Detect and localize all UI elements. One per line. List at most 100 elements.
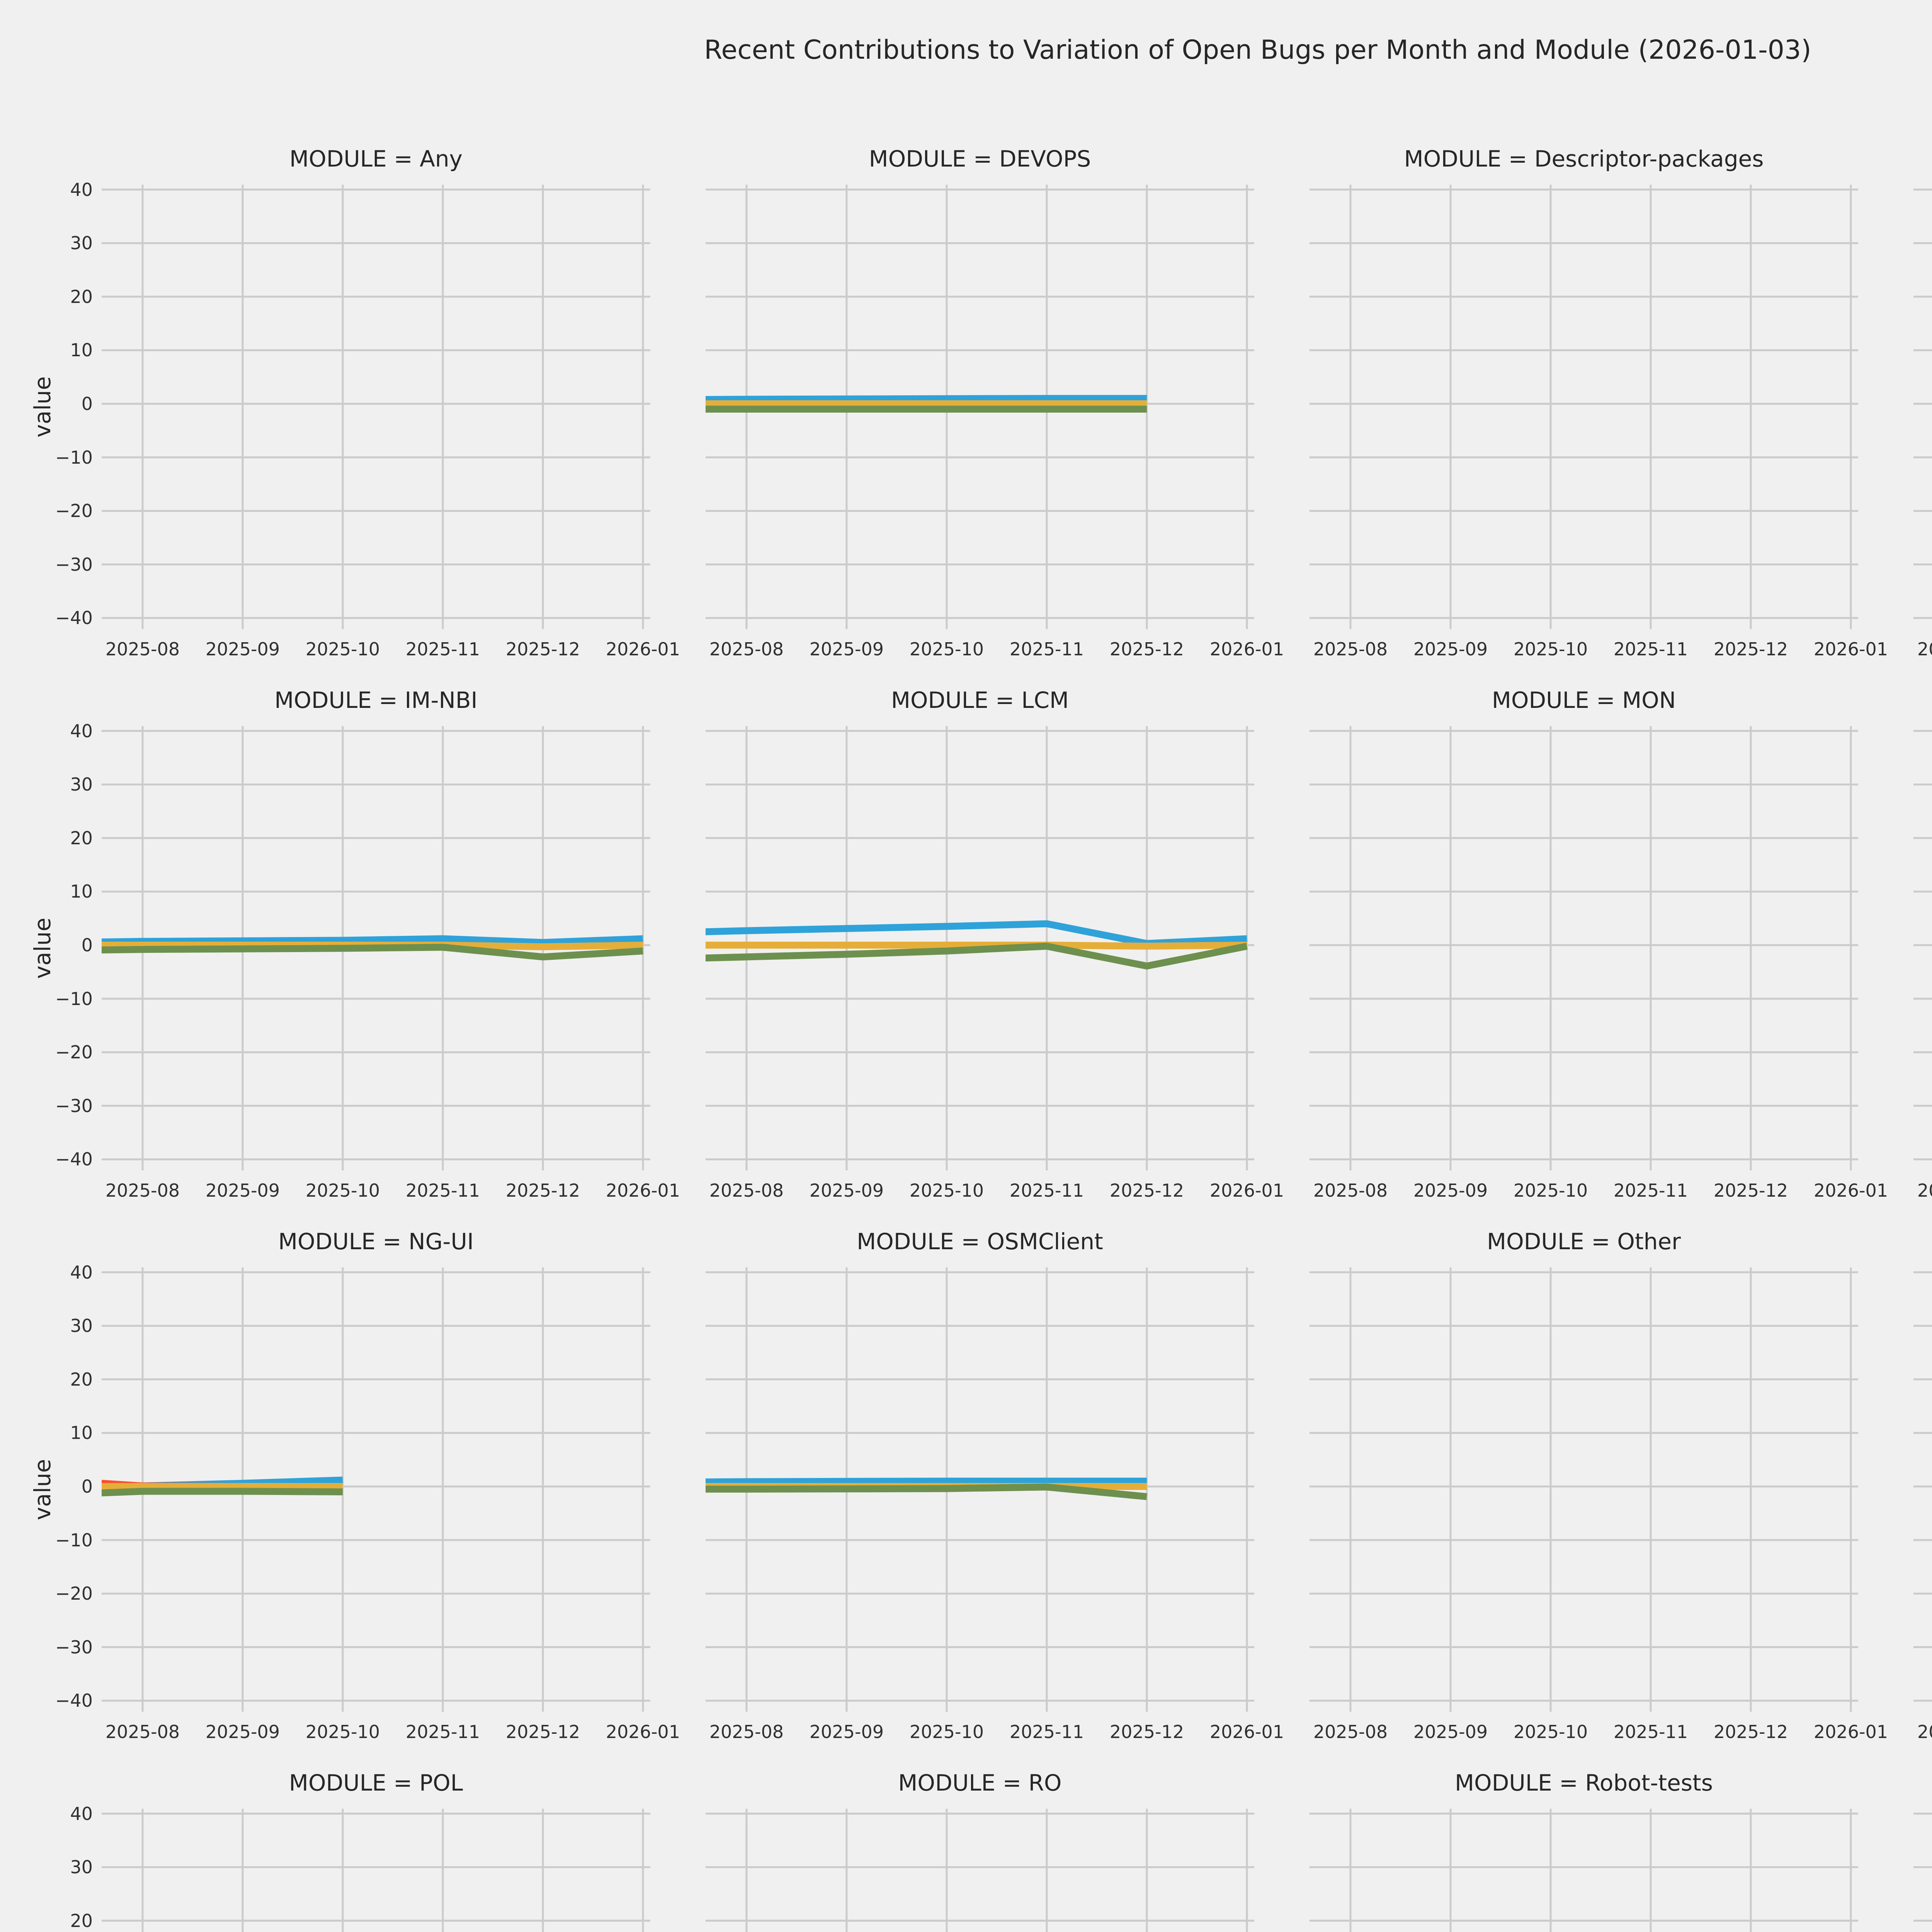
x-tick-label: 2025-10 bbox=[1513, 639, 1588, 660]
plot-area-POL bbox=[102, 1809, 650, 1932]
plot-area-Other bbox=[1310, 1267, 1858, 1712]
plot-area-N2VC bbox=[1913, 730, 1932, 1160]
y-tick-label: 40 bbox=[70, 1262, 93, 1283]
series-line-opened-LCM bbox=[706, 920, 1247, 947]
x-tick-label: 2026-01 bbox=[605, 1180, 680, 1201]
x-tick-label: 2025-10 bbox=[909, 639, 984, 660]
x-tick-label: 2025-11 bbox=[1613, 1180, 1688, 1201]
y-tick-label: 20 bbox=[70, 1910, 93, 1931]
x-tick-label: 2025-12 bbox=[505, 639, 580, 660]
x-tick-label: 2026-01 bbox=[605, 1721, 680, 1742]
subplot-title-OSMClient: MODULE = OSMClient bbox=[857, 1228, 1103, 1255]
x-tick-label: 2025-08 bbox=[105, 1180, 180, 1201]
plot-area-IM-NBI bbox=[102, 726, 650, 1170]
x-tick-label: 2025-09 bbox=[809, 1180, 884, 1201]
x-tick-label: 2025-09 bbox=[809, 639, 884, 660]
series-line-closed-NG-UI bbox=[102, 1488, 343, 1497]
x-tick-label: 2025-11 bbox=[1613, 639, 1688, 660]
y-tick-label: 10 bbox=[70, 881, 93, 902]
subplot-title-Unknown: MODULE = Unknown bbox=[1913, 1765, 1932, 1800]
x-tick-label: 2025-10 bbox=[909, 1721, 984, 1742]
x-tick-label: 2025-08 bbox=[1313, 1721, 1388, 1742]
plot-area-Documentation / Wiki bbox=[1913, 189, 1932, 619]
plot-area-Unknown bbox=[1913, 1813, 1932, 1922]
y-tick-label: 10 bbox=[70, 1422, 93, 1444]
x-tick-label: 2026-01 bbox=[1813, 1180, 1888, 1201]
y-tick-label: 30 bbox=[70, 1315, 93, 1337]
series-line-opened-OSMClient bbox=[706, 1478, 1147, 1486]
plot-area-OSMClient bbox=[706, 1267, 1254, 1712]
subplot-title-Descriptor-packages: MODULE = Descriptor-packages bbox=[1404, 146, 1764, 172]
x-tick-label: 2025-12 bbox=[1109, 1721, 1184, 1742]
y-tick-label: −10 bbox=[55, 1529, 93, 1551]
plot-area-MON bbox=[1310, 726, 1858, 1170]
x-tick-label: 2025-12 bbox=[1109, 639, 1184, 660]
y-tick-label: 0 bbox=[81, 393, 93, 414]
x-tick-label: 2025-08 bbox=[105, 639, 180, 660]
plot-area-Descriptor-packages bbox=[1310, 185, 1858, 629]
x-tick-label: 2025-09 bbox=[205, 639, 280, 660]
y-tick-label: −40 bbox=[55, 1149, 93, 1170]
x-tick-label: 2025-12 bbox=[1713, 1721, 1788, 1742]
x-tick-label: 2025-11 bbox=[1009, 639, 1084, 660]
plot-area-LCM bbox=[706, 726, 1254, 1170]
y-axis-label: value bbox=[29, 917, 56, 979]
x-tick-label: 2025-11 bbox=[1009, 1721, 1084, 1742]
subplot-title-N2VC: MODULE = N2VC bbox=[1913, 683, 1932, 718]
subplot-title-IM-NBI: MODULE = IM-NBI bbox=[274, 687, 478, 713]
subplot-title-LCM: MODULE = LCM bbox=[891, 687, 1069, 713]
subplot-title-MON: MODULE = MON bbox=[1492, 687, 1676, 713]
x-tick-label: 2025-08 bbox=[709, 1721, 784, 1742]
x-tick-label: 2026-01 bbox=[1209, 1721, 1284, 1742]
x-tick-label: 2025-09 bbox=[1413, 1721, 1488, 1742]
y-tick-label: 40 bbox=[70, 1803, 93, 1824]
x-tick-label: 2025-12 bbox=[1713, 1180, 1788, 1201]
x-tick-label: 2025-11 bbox=[405, 639, 480, 660]
plot-area-RO bbox=[706, 1809, 1254, 1932]
subplot-title-POL: MODULE = POL bbox=[289, 1770, 463, 1796]
series-line-opened-IM-NBI bbox=[102, 935, 643, 946]
y-tick-label: 30 bbox=[70, 1857, 93, 1878]
x-tick-label: 2026-01 bbox=[1813, 1721, 1888, 1742]
figure-title: Recent Contributions to Variation of Ope… bbox=[704, 35, 1811, 65]
x-tick-label: 2025-11 bbox=[405, 1180, 480, 1201]
x-tick-label: 2025-12 bbox=[505, 1180, 580, 1201]
y-tick-label: 30 bbox=[70, 233, 93, 254]
x-tick-label: 2025-09 bbox=[1413, 639, 1488, 660]
subplot-title-NG-UI: MODULE = NG-UI bbox=[278, 1228, 474, 1255]
y-tick-label: 40 bbox=[70, 179, 93, 200]
plot-area-NG-UI bbox=[102, 1267, 650, 1712]
y-axis-label: value bbox=[29, 1459, 56, 1520]
y-tick-label: −30 bbox=[55, 1636, 93, 1658]
y-tick-label: −30 bbox=[55, 554, 93, 575]
y-tick-label: 20 bbox=[70, 827, 93, 849]
x-tick-label: 2026-01 bbox=[1209, 1180, 1284, 1201]
series-line-closed-LCM bbox=[706, 942, 1248, 970]
y-tick-label: −20 bbox=[55, 1583, 93, 1604]
plot-area-PLA bbox=[1913, 1271, 1932, 1702]
x-tick-label: 2025-11 bbox=[1613, 1721, 1688, 1742]
series-line-opened-DEVOPS bbox=[706, 395, 1147, 403]
subplot-title-RO: MODULE = RO bbox=[898, 1770, 1062, 1796]
x-tick-label: 2025-10 bbox=[1513, 1180, 1588, 1201]
y-tick-label: 10 bbox=[70, 340, 93, 361]
series-line-false_closed-LCM bbox=[706, 942, 1247, 950]
x-tick-label: 2025-10 bbox=[909, 1180, 984, 1201]
subplot-title-Documentation / Wiki: MODULE = Documentation / Wiki bbox=[1913, 141, 1932, 176]
y-tick-label: 0 bbox=[81, 935, 93, 956]
y-tick-label: −40 bbox=[55, 1690, 93, 1711]
y-tick-label: −20 bbox=[55, 1042, 93, 1063]
x-tick-label: 2025-11 bbox=[405, 1721, 480, 1742]
y-tick-label: 0 bbox=[81, 1476, 93, 1497]
y-tick-label: −10 bbox=[55, 447, 93, 468]
x-tick-label: 2025-08 bbox=[709, 639, 784, 660]
x-tick-label: 2026-01 bbox=[1209, 639, 1284, 660]
subplot-title-DEVOPS: MODULE = DEVOPS bbox=[869, 146, 1091, 172]
x-tick-label: 2026-01 bbox=[605, 639, 680, 660]
x-tick-label: 2025-12 bbox=[505, 1721, 580, 1742]
x-tick-label: 2026-01 bbox=[1813, 639, 1888, 660]
x-tick-label: 2025-08 bbox=[709, 1180, 784, 1201]
x-tick-label: 2025-10 bbox=[1513, 1721, 1588, 1742]
x-tick-label: 2025-08 bbox=[105, 1721, 180, 1742]
